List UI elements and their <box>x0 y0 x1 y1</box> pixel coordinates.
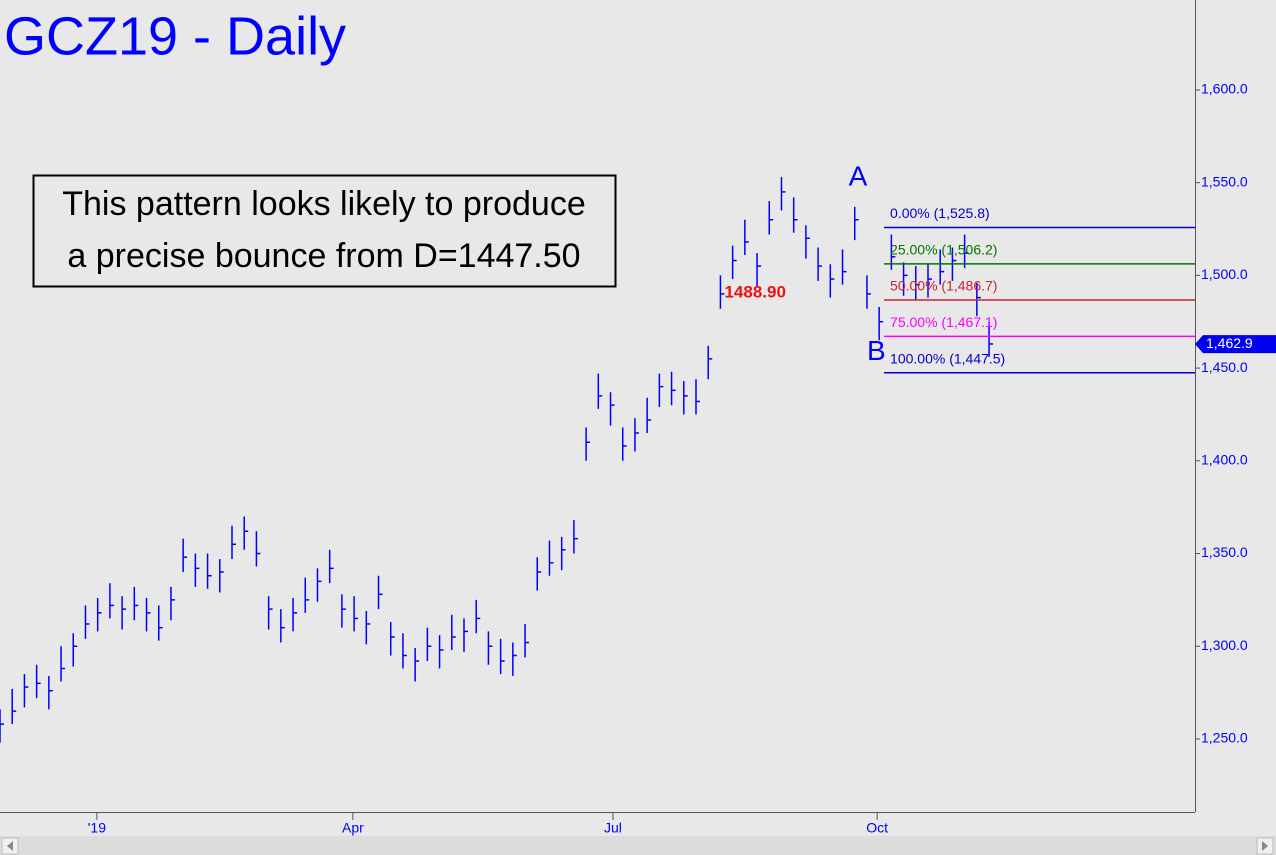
chart-title: GCZ19 - Daily <box>4 6 346 66</box>
fib-label: 75.00% (1,467.1) <box>890 314 997 330</box>
scrollbar[interactable] <box>0 836 1276 855</box>
fib-label: 100.00% (1,447.5) <box>890 350 1005 366</box>
scroll-left-arrow <box>7 841 13 851</box>
fib-label: 0.00% (1,525.8) <box>890 205 990 221</box>
last-price-label: 1,462.9 <box>1206 335 1253 351</box>
scroll-right-arrow <box>1262 841 1268 851</box>
comment-box <box>32 174 617 288</box>
x-tick-label: Jul <box>604 820 622 836</box>
fib-label: 50.00% (1,486.7) <box>890 278 997 294</box>
y-tick-label: 1,300.0 <box>1201 637 1248 653</box>
y-tick-label: 1,250.0 <box>1201 730 1248 746</box>
price-bars <box>0 177 994 743</box>
last-price-tag <box>1195 335 1276 354</box>
y-tick-label: 1,500.0 <box>1201 266 1248 282</box>
scrollbar-track[interactable] <box>0 836 1276 855</box>
y-tick-label: 1,450.0 <box>1201 359 1248 375</box>
point-label: A <box>849 160 868 191</box>
x-tick-label: Apr <box>342 820 364 836</box>
x-tick-label: Oct <box>866 820 888 836</box>
y-tick-label: 1,350.0 <box>1201 544 1248 560</box>
x-tick-label: '19 <box>88 820 106 836</box>
y-tick-label: 1,400.0 <box>1201 451 1248 467</box>
price-note: 1488.90 <box>724 282 785 301</box>
y-tick-label: 1,600.0 <box>1201 81 1248 97</box>
point-label: B <box>867 335 886 366</box>
y-tick-label: 1,550.0 <box>1201 173 1248 189</box>
fib-label: 25.00% (1,506.2) <box>890 242 997 258</box>
comment-line: a precise bounce from D=1447.50 <box>67 237 580 275</box>
comment-line: This pattern looks likely to produce <box>62 185 585 223</box>
